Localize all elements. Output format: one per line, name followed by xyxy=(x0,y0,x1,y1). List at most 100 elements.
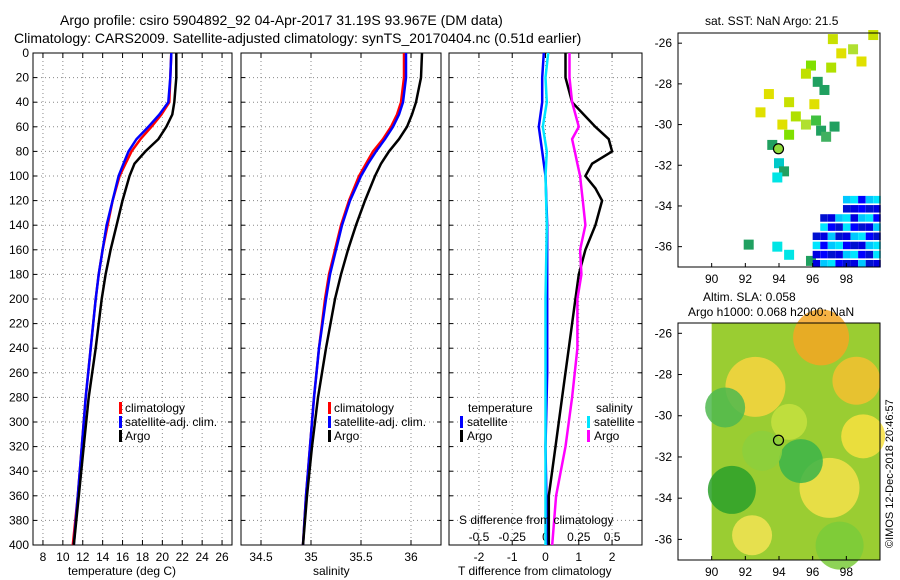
sst-cell xyxy=(835,232,843,241)
x-tick-label: 12 xyxy=(76,550,90,564)
map-y-tick-label: -26 xyxy=(655,36,673,50)
sst-cell xyxy=(800,68,811,79)
sst-cell xyxy=(865,214,874,222)
sst-cell xyxy=(836,48,847,59)
sst-cell xyxy=(827,250,836,259)
x-tick-label: 14 xyxy=(96,550,110,564)
sst-cell xyxy=(805,60,816,71)
sst-cell xyxy=(873,241,881,250)
sst-cell xyxy=(865,260,874,268)
sst-cell xyxy=(829,121,840,132)
sst-cell xyxy=(827,214,836,222)
series-line-argo xyxy=(72,53,178,546)
argo-position-marker xyxy=(772,143,785,155)
legend-swatch-t-satellite xyxy=(460,416,463,428)
sst-cell xyxy=(779,166,790,177)
sst-cell xyxy=(873,232,881,241)
sst-cell xyxy=(820,232,828,241)
map-y-tick-label: -32 xyxy=(655,158,673,172)
map-y-tick-label: -28 xyxy=(655,77,673,91)
difference-panel: -2 -1 0 1 2-0.5 -0.25 0 0.25 0.5 xyxy=(448,52,643,564)
x-tick-label: -1 xyxy=(507,550,518,564)
legend-t-satellite: satellite xyxy=(467,415,508,429)
map-y-tick-label: -30 xyxy=(655,118,673,132)
x-tick-label: 18 xyxy=(136,550,150,564)
sst-cell xyxy=(784,249,795,260)
salinity-panel: 34.5 35 35.5 36 xyxy=(240,52,442,564)
y-tick-label: 220 xyxy=(9,317,29,331)
sst-cell xyxy=(820,250,828,259)
map-x-tick-label: 96 xyxy=(806,565,820,579)
sst-cell xyxy=(805,255,816,266)
x-tick-label: 20 xyxy=(156,550,170,564)
sla-map: 90 92 94 96 98 -26 -28 -30 -32 -34 -36 xyxy=(655,309,886,579)
sst-cell xyxy=(827,241,836,250)
sst-cell xyxy=(812,232,821,241)
y-tick-label: 80 xyxy=(16,144,30,158)
sst-cell xyxy=(850,195,859,204)
sst-cell xyxy=(873,205,881,213)
y-tick-label: 200 xyxy=(9,292,29,306)
series-line-s-satellite xyxy=(541,52,550,545)
legend-swatch-satellite xyxy=(328,416,331,428)
difference-legend-salinity: salinity satellite Argo xyxy=(587,401,635,443)
legend-swatch-climatology xyxy=(119,402,122,414)
sla-blob xyxy=(778,439,823,484)
sst-cell xyxy=(820,241,828,250)
sst-cell xyxy=(821,131,832,142)
difference-toplabel: S difference from climatology xyxy=(459,513,614,527)
sst-cell xyxy=(850,241,859,250)
sst-cell xyxy=(868,30,879,41)
y-tick-label: 280 xyxy=(9,390,29,404)
sla-blob xyxy=(732,515,773,556)
sst-cell xyxy=(865,195,874,204)
x-tick-label: 10 xyxy=(56,550,70,564)
y-tick-label: 0 xyxy=(22,46,29,60)
map-x-tick-label: 92 xyxy=(739,565,753,579)
y-tick-label: 20 xyxy=(16,71,30,85)
sla-blob xyxy=(742,430,783,471)
argo-position-marker xyxy=(772,434,785,446)
sst-map-title: sat. SST: NaN Argo: 21.5 xyxy=(705,14,839,28)
y-tick-label: 240 xyxy=(9,341,29,355)
legend-s-argo: Argo xyxy=(594,429,620,443)
legend-swatch-satellite xyxy=(119,416,122,428)
sst-cell xyxy=(827,232,836,241)
sst-cell xyxy=(858,195,866,204)
y-tick-label: 260 xyxy=(9,366,29,380)
legend-swatch-s-argo xyxy=(587,430,590,442)
salinity-diff-tick-label: 0.5 xyxy=(604,530,621,544)
sst-cell xyxy=(812,260,821,268)
sst-cell xyxy=(835,223,843,231)
y-tick-label: 180 xyxy=(9,267,29,281)
y-tick-label: 320 xyxy=(9,440,29,454)
sst-cell xyxy=(850,214,859,222)
x-tick-label: 26 xyxy=(215,550,229,564)
y-tick-label: 140 xyxy=(9,218,29,232)
sst-cell xyxy=(784,97,795,108)
sst-cell xyxy=(784,129,795,140)
x-tick-label: 24 xyxy=(195,550,209,564)
x-tick-label: -2 xyxy=(474,550,485,564)
map-x-tick-label: 94 xyxy=(772,272,786,286)
sla-blob xyxy=(705,387,746,428)
sst-cell xyxy=(865,223,874,231)
sst-cell xyxy=(820,260,828,268)
legend-t-argo: Argo xyxy=(467,429,493,443)
map-y-tick-label: -30 xyxy=(655,409,673,423)
legend-argo: Argo xyxy=(334,429,360,443)
y-tick-label: 360 xyxy=(9,489,29,503)
sla-blob xyxy=(815,521,864,570)
sst-cell xyxy=(873,195,881,204)
sst-cell xyxy=(865,250,874,259)
x-tick-label: 16 xyxy=(116,550,130,564)
legend-swatch-t-argo xyxy=(460,430,463,442)
y-tick-label: 400 xyxy=(9,538,29,552)
sst-cell xyxy=(827,34,838,45)
y-tick-label: 340 xyxy=(9,464,29,478)
sst-cell xyxy=(858,260,866,268)
sst-cell xyxy=(826,62,837,73)
map-x-tick-label: 90 xyxy=(705,565,719,579)
series-line-s-argo xyxy=(550,53,587,546)
salinity-xlabel: salinity xyxy=(313,564,350,578)
